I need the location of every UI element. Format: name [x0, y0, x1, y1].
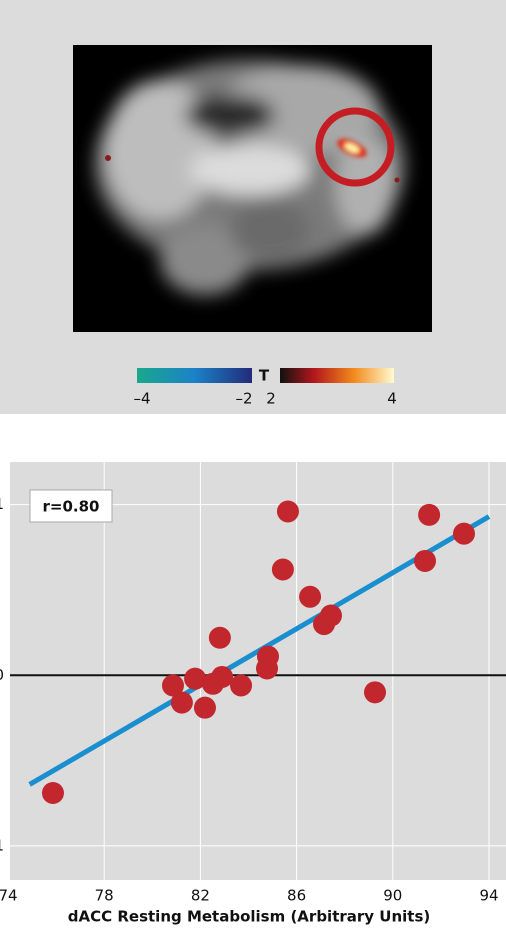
point — [230, 675, 252, 697]
x-tick-label: 86 — [287, 887, 306, 905]
colorbar-negative — [137, 368, 252, 383]
point — [272, 558, 294, 580]
x-tick-label: 78 — [95, 887, 114, 905]
figure: T –4 –2 2 4 74 78 82 86 90 94 -1 0 1 r=0.80 dACC Rest… — [0, 0, 506, 931]
point — [299, 586, 321, 608]
point — [209, 627, 231, 649]
point — [257, 645, 279, 667]
x-tick-label: 74 — [0, 887, 18, 905]
point — [42, 782, 64, 804]
point — [453, 523, 475, 545]
page: {"colorbar":{"label":"T","ticks":[{"valu… — [0, 0, 506, 931]
y-tick-label: 1 — [0, 495, 4, 513]
colorbar-tick-label: 4 — [387, 390, 397, 408]
point — [414, 550, 436, 572]
x-tick-label: 90 — [383, 887, 402, 905]
point — [364, 681, 386, 703]
point — [277, 500, 299, 522]
x-tick-label: 94 — [479, 887, 498, 905]
colorbar-tick-label: 2 — [266, 390, 276, 408]
colorbar-positive — [280, 368, 394, 383]
x-tick-label: 82 — [191, 887, 210, 905]
point — [211, 666, 233, 688]
point — [320, 605, 342, 627]
y-tick-label: -1 — [0, 836, 4, 854]
y-tick-label: 0 — [0, 666, 4, 684]
colorbar-tick-label: –2 — [235, 390, 252, 408]
colorbar-tick-label: –4 — [133, 390, 150, 408]
colorbar-label: T — [259, 367, 270, 385]
point — [418, 504, 440, 526]
point — [194, 697, 216, 719]
x-axis-title: dACC Resting Metabolism (Arbitrary Units… — [68, 908, 430, 926]
annotation: r=0.80 — [43, 498, 100, 516]
point — [171, 692, 193, 714]
